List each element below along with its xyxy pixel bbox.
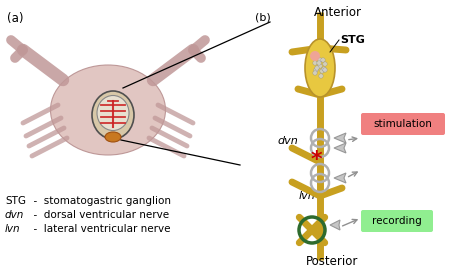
Text: (b): (b) (255, 12, 271, 22)
Text: -  dorsal ventricular nerve: - dorsal ventricular nerve (27, 210, 169, 220)
FancyBboxPatch shape (361, 113, 445, 135)
Text: recording: recording (372, 216, 422, 226)
Circle shape (318, 58, 322, 62)
Text: lvn: lvn (5, 224, 21, 234)
Circle shape (321, 58, 325, 62)
Text: -  stomatogastric ganglion: - stomatogastric ganglion (27, 196, 171, 206)
Circle shape (313, 61, 317, 65)
Ellipse shape (305, 39, 335, 97)
Text: stimulation: stimulation (374, 119, 432, 129)
Ellipse shape (97, 95, 129, 131)
Circle shape (322, 67, 326, 71)
Circle shape (318, 64, 322, 68)
FancyBboxPatch shape (361, 210, 433, 232)
Circle shape (317, 61, 321, 65)
Text: Posterior: Posterior (306, 255, 358, 268)
Circle shape (315, 66, 319, 70)
Text: dvn: dvn (277, 136, 298, 146)
Ellipse shape (51, 65, 165, 155)
Ellipse shape (92, 91, 134, 139)
Circle shape (323, 68, 327, 72)
Text: (a): (a) (7, 12, 24, 25)
Polygon shape (334, 143, 346, 153)
Polygon shape (330, 220, 340, 230)
Circle shape (323, 62, 327, 66)
Polygon shape (334, 173, 346, 183)
Circle shape (319, 74, 323, 78)
Ellipse shape (105, 132, 121, 142)
Text: STG: STG (340, 35, 365, 45)
Polygon shape (334, 133, 346, 143)
Text: dvn: dvn (5, 210, 24, 220)
Text: lvn: lvn (298, 191, 315, 201)
Circle shape (314, 68, 318, 72)
Text: *: * (310, 150, 322, 170)
Text: Anterior: Anterior (314, 6, 362, 19)
Text: -  lateral ventricular nerve: - lateral ventricular nerve (27, 224, 171, 234)
Text: STG: STG (5, 196, 26, 206)
Circle shape (313, 71, 317, 75)
Circle shape (320, 69, 324, 73)
Circle shape (310, 51, 320, 61)
